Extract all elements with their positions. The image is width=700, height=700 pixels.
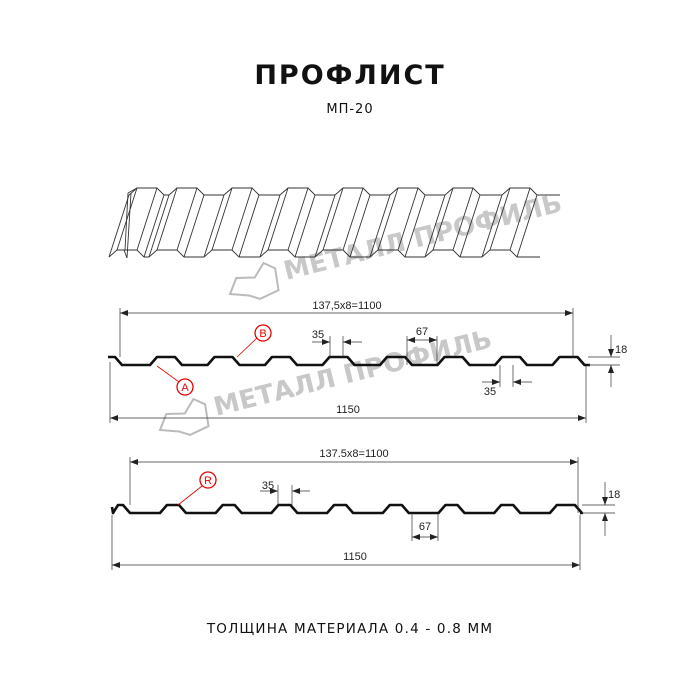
marker-a-label: A <box>181 382 189 394</box>
sheet-rib-outline <box>184 194 224 258</box>
sheet-rib-outline <box>223 187 260 196</box>
watermark-text: МЕТАЛЛ ПРОФИЛЬ <box>281 189 565 287</box>
profile-a-shape <box>108 355 590 367</box>
marker-b-label: B <box>259 328 266 340</box>
sheet-rib-outline <box>405 194 445 258</box>
sheet-rib-outline <box>295 194 335 258</box>
bottom-rib-label: 35 <box>484 386 496 398</box>
sheet-rib-outline <box>203 249 240 258</box>
sheet-rib-outline <box>259 249 296 258</box>
profile-b: 137.5x8=1100 1150 35 67 18 R <box>110 448 620 570</box>
sheet-rib-outline <box>424 249 461 258</box>
height-label: 18 <box>608 489 620 501</box>
sheet-rib-outline <box>108 187 165 258</box>
sheet-rib-outline <box>314 249 351 258</box>
marker-r: R <box>177 471 217 506</box>
sheet-3d-view <box>108 187 560 259</box>
sheet-rib-outline <box>144 194 169 258</box>
model-label: МП-20 <box>326 102 374 117</box>
sheet-rib-outline <box>481 249 518 258</box>
pitch-label: 137.5x8=1100 <box>319 448 388 460</box>
watermark-logo-icon <box>228 261 280 300</box>
sheet-rib-outline <box>168 187 205 196</box>
sheet-rib-outline <box>501 187 538 196</box>
width-label: 1150 <box>343 551 367 563</box>
sheet-rib-outline <box>444 187 481 196</box>
sheet-rib-outline <box>203 187 260 258</box>
watermark-upper: МЕТАЛЛ ПРОФИЛЬ <box>228 189 565 300</box>
sheet-rib-outline <box>369 187 426 258</box>
sheet-rib-outline <box>517 194 560 258</box>
top-rib-label: 35 <box>312 329 324 341</box>
sheet-rib-outline <box>279 187 316 196</box>
sheet-rib-outline <box>481 187 538 258</box>
sheet-rib-outline <box>108 249 145 258</box>
top-rib-label: 35 <box>262 480 274 492</box>
sheet-rib-outline <box>148 249 185 258</box>
sheet-rib-outline <box>369 249 406 258</box>
marker-r-label: R <box>204 475 212 487</box>
span-label: 67 <box>419 521 431 533</box>
sheet-rib-outline <box>128 187 165 196</box>
marker-b: B <box>236 324 272 358</box>
span-label: 67 <box>416 326 428 338</box>
profile-b-shape <box>110 503 584 515</box>
sheet-rib-outline <box>389 187 426 196</box>
marker-a: A <box>156 365 194 396</box>
sheet-rib-outline <box>424 187 481 258</box>
sheet-rib-outline <box>334 187 371 196</box>
sheet-rib-outline <box>148 187 205 258</box>
width-label: 1150 <box>336 404 360 416</box>
height-label: 18 <box>615 344 627 356</box>
page-title: ПРОФЛИСТ <box>254 60 446 91</box>
watermark-logo-icon <box>158 397 210 436</box>
sheet-rib-outline <box>350 194 390 258</box>
pitch-label: 137,5x8=1100 <box>312 300 381 312</box>
profile-a: 137,5x8=1100 1150 35 67 35 18 A B <box>108 300 627 423</box>
sheet-rib-outline <box>314 187 371 258</box>
sheet-rib-outline <box>460 194 502 258</box>
material-thickness-note: ТОЛЩИНА МАТЕРИАЛА 0.4 - 0.8 ММ <box>206 621 494 637</box>
sheet-rib-outline <box>259 187 316 258</box>
sheet-rib-outline <box>239 194 280 258</box>
